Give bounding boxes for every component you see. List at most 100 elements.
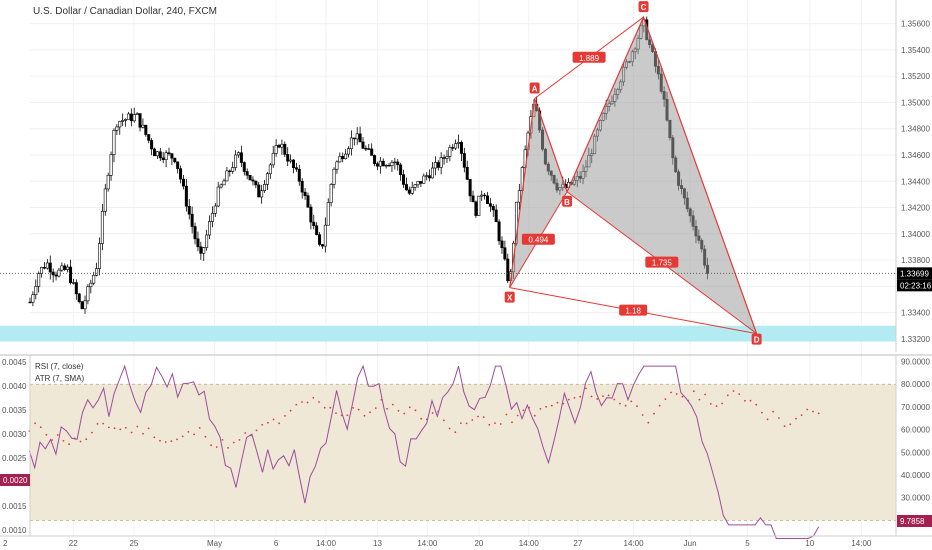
candle-body [468, 179, 472, 197]
candle-body [315, 225, 319, 235]
candle-body [289, 159, 293, 162]
atr-dot [204, 435, 207, 438]
candle [77, 292, 81, 304]
candle [387, 162, 391, 167]
atr-dot [108, 426, 110, 429]
atr-dot [39, 426, 42, 429]
candle-body [268, 164, 272, 175]
candle-body [97, 243, 101, 269]
candle-body [361, 141, 365, 149]
candle-body [234, 154, 238, 168]
candle [150, 138, 154, 156]
atr-dot [585, 387, 587, 390]
candle-body [184, 185, 188, 207]
candle-body [213, 205, 217, 214]
candle [291, 158, 295, 174]
countdown-text: 02:23:16 [900, 281, 932, 290]
candle-body [474, 201, 478, 216]
atr-tick-label: 0.0030 [2, 430, 27, 439]
candle-body [465, 167, 469, 180]
pattern-ratio-label: 1.18 [625, 307, 641, 316]
atr-dot [96, 423, 99, 425]
candle [100, 204, 104, 251]
atr-series [28, 387, 820, 449]
candle-body [63, 265, 67, 270]
atr-tick-label: 0.0035 [2, 406, 27, 415]
atr-dot [675, 393, 678, 395]
candle [257, 181, 261, 198]
candle-body [370, 148, 374, 156]
candle [153, 147, 157, 157]
candle [390, 160, 394, 173]
candle-body [291, 159, 295, 168]
atr-dot [482, 416, 485, 418]
atr-dot [590, 395, 593, 398]
candle-body [297, 168, 301, 182]
candle-body [225, 170, 229, 182]
candle-body [60, 265, 64, 271]
atr-dot [778, 417, 780, 419]
candle-body [318, 234, 322, 245]
atr-dot [471, 419, 474, 421]
atr-dot [329, 406, 332, 409]
atr-dot [783, 425, 786, 428]
candle-body [300, 180, 304, 193]
candle-body [347, 148, 351, 155]
candle [445, 150, 449, 163]
candle-body [373, 155, 377, 164]
candle-body [494, 209, 498, 223]
candle [31, 291, 35, 307]
candle-body [190, 213, 194, 227]
candle [448, 144, 452, 162]
candle [416, 180, 420, 188]
candle-body [274, 145, 278, 154]
candle-body [103, 188, 107, 212]
candle [83, 295, 87, 314]
atr-tick-label: 0.0025 [2, 454, 27, 463]
candle [92, 271, 96, 286]
candle-body [448, 147, 452, 157]
candle-body [309, 206, 313, 223]
candle [274, 139, 278, 157]
candle [135, 112, 139, 115]
candle [352, 137, 356, 146]
candle [265, 171, 269, 191]
candle [263, 180, 267, 193]
atr-dot [624, 404, 627, 407]
rsi-tick-label: 90.0000 [901, 358, 930, 367]
candle-body [173, 157, 177, 163]
candle [28, 297, 32, 304]
pattern-point-box [638, 1, 649, 13]
atr-dot [670, 391, 672, 394]
candle-body [66, 266, 70, 270]
candle [494, 204, 498, 223]
atr-dot [119, 428, 122, 431]
candle [126, 111, 130, 120]
atr-dot [533, 414, 536, 417]
price-tick-label: 1.34200 [901, 204, 930, 213]
candle-body [77, 293, 81, 302]
candle-body [251, 179, 255, 182]
candle [428, 169, 432, 182]
pattern-ratio-box [572, 51, 606, 63]
time-axis-corner: 2 [3, 539, 8, 548]
candle-body [410, 186, 414, 194]
atr-current-box [0, 474, 30, 486]
candle-body [80, 301, 84, 310]
candle-body [491, 206, 495, 211]
candle-body [367, 148, 371, 150]
time-axis: 22 25 May 6 14:00 13 14:00 20 14:00 27 14:00 Jun 5 10… [69, 539, 872, 548]
atr-dot [721, 402, 723, 405]
candle [477, 195, 481, 216]
atr-dot [391, 403, 394, 406]
atr-dot [312, 396, 315, 399]
time-tick-label: 14:00 [316, 539, 337, 548]
atr-dot [772, 410, 775, 413]
candle-body [485, 195, 489, 205]
candle-body [364, 148, 368, 150]
harmonic-pattern[interactable]: X A B C D 1.889 0.494 1.735 1.18 [504, 1, 762, 345]
candle-body [257, 184, 261, 198]
candle [355, 127, 359, 145]
candle-body [260, 190, 264, 198]
